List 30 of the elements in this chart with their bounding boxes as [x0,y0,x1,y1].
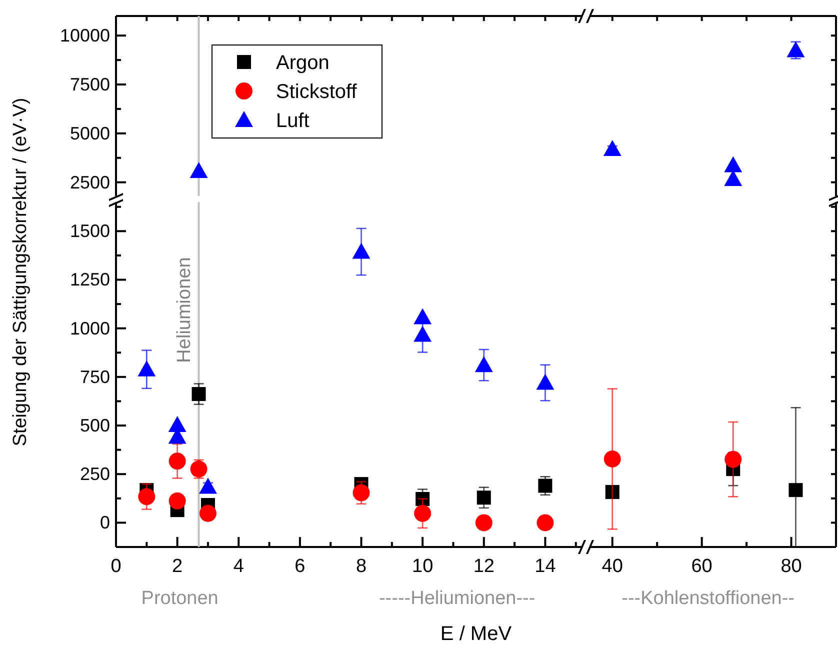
y-tick-label: 0 [100,512,110,533]
x-tick-label: 6 [294,556,306,577]
text: -----Heliumionen--- [378,588,536,609]
x-tick-label: 60 [691,556,712,577]
text: Protonen [141,588,218,609]
y-tick-label: 250 [80,464,110,484]
y-axis-title: Steigung der Sättigungskorrektur / (eV·V) [10,98,31,446]
y-tick-label: 1000 [70,318,110,338]
x-tick-label: 12 [473,556,494,577]
legend-label: Luft [276,110,310,132]
x-tick-label: 2 [172,556,183,577]
ref-line-label: Heliumionen [174,257,195,363]
y-tick-label: 500 [80,416,110,436]
y-tick-label: 1250 [70,270,110,290]
x-tick-label: 80 [780,556,802,577]
y-tick-label: 5000 [70,123,110,144]
x-tick-label: 40 [602,556,623,577]
x-tick-label: 8 [356,556,367,577]
x-axis-title: E / MeV [440,623,512,645]
text: ---Kohlenstoffionen-- [622,588,795,609]
y-tick-label: 10000 [60,26,110,46]
y-tick-label: 750 [80,366,110,387]
y-tick-label: 7500 [70,74,110,94]
x-tick-label: 14 [534,556,556,577]
legend-label: Argon [276,52,330,74]
y-tick-label: 2500 [70,172,110,192]
x-tick-label: 10 [412,556,434,577]
y-tick-label: 1500 [70,221,110,242]
legend-label: Stickstoff [276,81,358,103]
x-tick-label: 4 [233,556,244,577]
